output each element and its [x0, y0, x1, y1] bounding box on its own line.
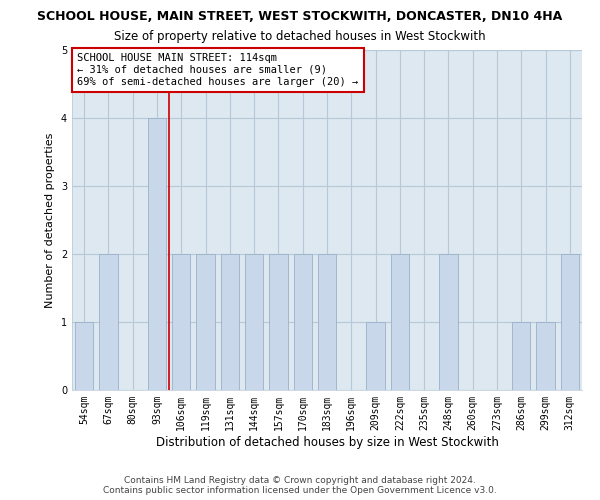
Text: Contains HM Land Registry data © Crown copyright and database right 2024.
Contai: Contains HM Land Registry data © Crown c… — [103, 476, 497, 495]
Text: SCHOOL HOUSE, MAIN STREET, WEST STOCKWITH, DONCASTER, DN10 4HA: SCHOOL HOUSE, MAIN STREET, WEST STOCKWIT… — [37, 10, 563, 23]
Bar — [100, 254, 118, 390]
Bar — [148, 118, 166, 390]
Bar — [367, 322, 385, 390]
Bar — [196, 254, 215, 390]
Bar — [293, 254, 312, 390]
Text: Size of property relative to detached houses in West Stockwith: Size of property relative to detached ho… — [114, 30, 486, 43]
Bar — [439, 254, 458, 390]
Bar — [391, 254, 409, 390]
Bar — [172, 254, 190, 390]
Bar — [561, 254, 579, 390]
Y-axis label: Number of detached properties: Number of detached properties — [46, 132, 55, 308]
X-axis label: Distribution of detached houses by size in West Stockwith: Distribution of detached houses by size … — [155, 436, 499, 448]
Bar — [75, 322, 93, 390]
Text: SCHOOL HOUSE MAIN STREET: 114sqm
← 31% of detached houses are smaller (9)
69% of: SCHOOL HOUSE MAIN STREET: 114sqm ← 31% o… — [77, 54, 358, 86]
Bar — [269, 254, 287, 390]
Bar — [245, 254, 263, 390]
Bar — [221, 254, 239, 390]
Bar — [512, 322, 530, 390]
Bar — [318, 254, 336, 390]
Bar — [536, 322, 554, 390]
